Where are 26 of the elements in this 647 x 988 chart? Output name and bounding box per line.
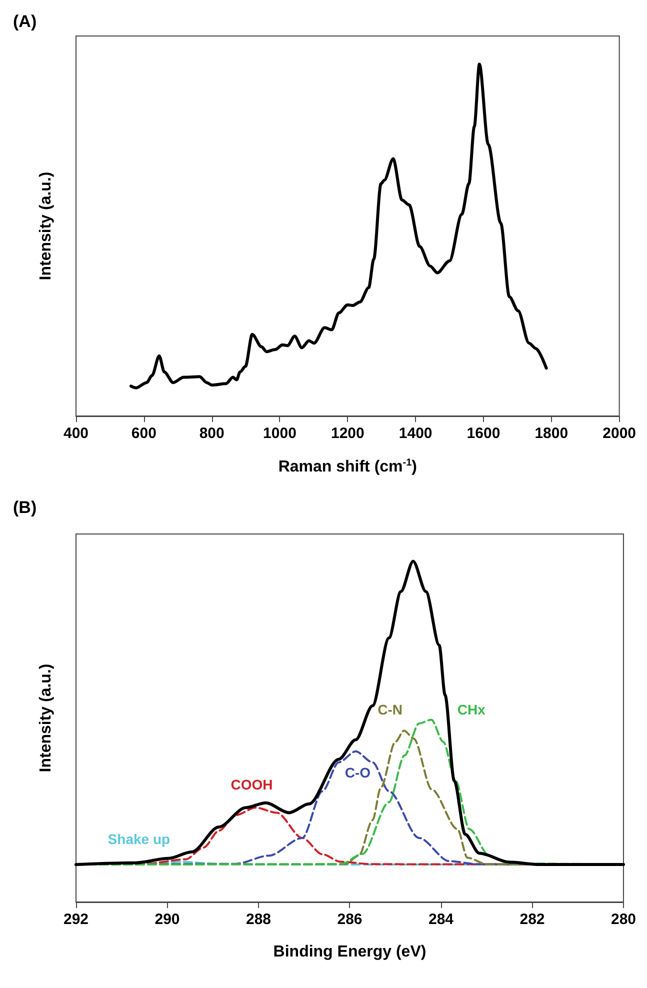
x-tick-label: 290 (154, 911, 180, 928)
x-tick-label: 2000 (602, 425, 636, 442)
y-axis-title: Intensity (a.u.) (38, 664, 54, 772)
chart-title: (A) (13, 12, 37, 31)
series-label: C-N (378, 702, 402, 718)
chart-title: (B) (13, 498, 37, 517)
x-tick-label: 600 (131, 425, 156, 442)
x-tick-label: 282 (520, 911, 545, 928)
x-tick-label: 800 (199, 425, 224, 442)
x-tick-label: 286 (337, 911, 362, 928)
x-tick-label: 1200 (330, 425, 364, 442)
x-tick-label: 1800 (534, 425, 568, 442)
series-label: Shake up (108, 830, 170, 847)
series-label: COOH (230, 776, 273, 793)
x-tick-label: 288 (246, 911, 272, 928)
x-tick-label: 1000 (263, 425, 296, 442)
x-tick-label: 284 (428, 911, 454, 928)
x-tick-label: 280 (610, 911, 636, 928)
x-tick-label: 1400 (398, 425, 432, 442)
x-tick-label: 292 (63, 911, 89, 928)
series-label: C-O (344, 764, 371, 780)
x-axis-title: Binding Energy (eV) (273, 944, 426, 960)
x-tick-label: 400 (63, 425, 89, 442)
series-label: CHx (457, 702, 486, 718)
y-axis-title: Intensity (a.u.) (38, 172, 54, 280)
x-tick-label: 1600 (466, 425, 500, 442)
